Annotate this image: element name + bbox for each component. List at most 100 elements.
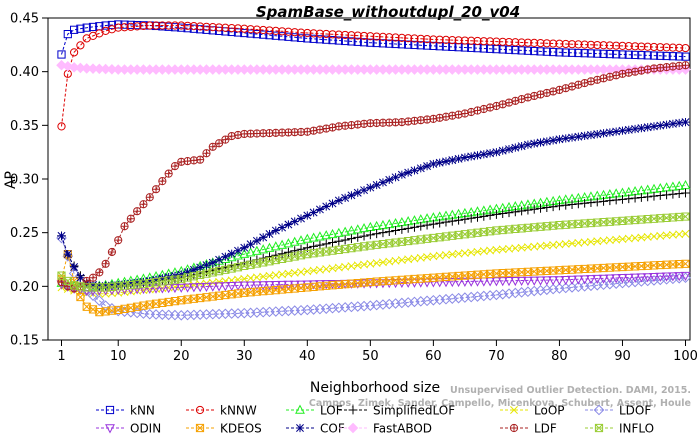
point-loop: [675, 230, 684, 239]
x-tick-label: 80: [551, 349, 568, 364]
point-cof: [681, 118, 690, 127]
point-knnw: [486, 37, 495, 46]
point-odin: [535, 276, 546, 286]
point-knnw: [221, 23, 230, 32]
point-ldf: [170, 162, 180, 171]
point-loop: [668, 230, 677, 239]
point-fastabod: [56, 59, 67, 71]
point-cof: [196, 263, 205, 272]
point-cof: [303, 211, 312, 220]
legend-entry-odin: ODIN: [96, 422, 161, 434]
point-knnw: [530, 38, 539, 48]
point-knn: [649, 51, 659, 60]
point-loop: [423, 253, 432, 261]
point-knnw: [662, 43, 671, 52]
point-cof: [574, 132, 583, 141]
point-knn: [265, 31, 274, 40]
point-cof: [410, 166, 419, 175]
point-knnw: [271, 26, 280, 35]
point-odin: [245, 281, 256, 291]
point-simplifiedlof: [315, 240, 325, 250]
series-inflo: [57, 212, 690, 292]
point-knnw: [586, 40, 596, 49]
point-ldf: [133, 207, 142, 216]
point-loop: [404, 255, 413, 264]
point-cof: [88, 280, 98, 289]
point-odin: [567, 275, 577, 285]
point-knnw: [473, 36, 482, 46]
point-knn: [278, 32, 287, 41]
point-lof: [233, 250, 243, 260]
point-inflo: [214, 266, 224, 276]
point-simplifiedlof: [378, 228, 388, 238]
point-knn: [82, 23, 91, 32]
point-simplifiedlof: [435, 218, 445, 228]
point-simplifiedlof: [492, 210, 501, 219]
point-cof: [214, 255, 224, 264]
point-loop: [650, 232, 658, 241]
point-knnw: [284, 27, 293, 36]
point-loop: [542, 241, 551, 250]
point-lof: [346, 225, 357, 235]
point-inflo: [290, 252, 299, 261]
point-simplifiedlof: [340, 235, 350, 245]
point-odin: [327, 280, 338, 290]
point-odin: [251, 281, 262, 291]
legend-label-knnw: kNNW: [220, 404, 257, 418]
point-ldf: [555, 85, 564, 95]
point-cof: [322, 202, 331, 211]
point-inflo: [511, 224, 520, 234]
point-ldof: [87, 290, 99, 301]
point-knnw: [120, 23, 129, 32]
point-ldf: [114, 236, 123, 245]
point-inflo: [334, 245, 343, 254]
point-odin: [428, 278, 439, 288]
point-knnw: [76, 41, 85, 50]
point-knnw: [643, 42, 652, 51]
point-loop: [360, 260, 368, 269]
point-cof: [240, 243, 249, 252]
point-knnw: [347, 31, 356, 40]
point-ldf: [151, 185, 161, 194]
point-inflo: [435, 233, 444, 242]
legend-entry-fastabod: FastABOD: [339, 422, 432, 434]
point-cof: [63, 250, 72, 259]
point-knnw: [385, 33, 394, 42]
point-cof: [145, 276, 154, 286]
point-cof: [208, 258, 217, 267]
point-odin: [264, 281, 275, 291]
point-knnw: [133, 22, 142, 31]
point-ldf: [214, 139, 224, 148]
series-ldf: [57, 61, 690, 293]
point-simplifiedlof: [284, 247, 293, 257]
point-knn: [296, 33, 306, 42]
point-inflo: [158, 277, 167, 286]
point-ldf: [523, 93, 533, 102]
point-ldof: [100, 300, 111, 311]
point-loop: [303, 267, 312, 276]
point-cof: [158, 274, 167, 283]
x-tick-label: 40: [299, 349, 316, 364]
point-knnw: [107, 25, 117, 34]
point-lof: [264, 242, 275, 252]
point-odin: [182, 283, 193, 293]
point-loop: [448, 250, 457, 259]
point-knn: [549, 47, 558, 57]
point-knnw: [334, 30, 343, 39]
point-inflo: [530, 223, 539, 232]
legend-entry-ldof: LDOF: [585, 404, 651, 418]
point-cof: [599, 129, 608, 138]
point-knn: [668, 52, 677, 61]
point-inflo: [391, 238, 400, 247]
point-odin: [560, 275, 571, 286]
point-lof: [327, 228, 338, 239]
point-inflo: [227, 264, 236, 273]
point-knnw: [523, 38, 533, 47]
point-cof: [278, 223, 287, 232]
point-loop: [486, 246, 495, 255]
point-inflo: [252, 259, 261, 268]
point-knnw: [467, 36, 476, 45]
series-line-ldf: [61, 64, 686, 290]
point-odin: [573, 275, 584, 285]
point-knn: [372, 38, 381, 48]
